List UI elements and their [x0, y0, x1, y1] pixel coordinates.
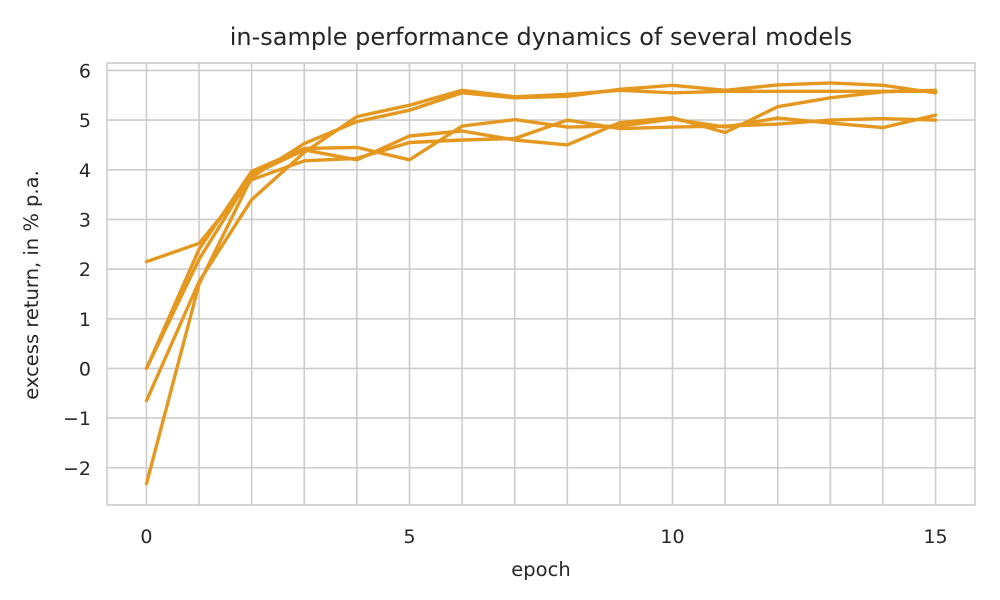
x-tick-label: 5: [403, 526, 415, 548]
plot-frame: [106, 62, 976, 506]
series-line-1: [144, 116, 938, 264]
series-lines: [144, 81, 938, 486]
y-tick-label: −2: [63, 458, 91, 480]
y-tick-label: 5: [79, 110, 91, 132]
y-tick-label: 2: [79, 259, 91, 281]
x-axis-label: epoch: [511, 558, 570, 581]
series-line-3: [144, 88, 938, 403]
series-line-2: [144, 113, 938, 371]
y-tick-label: 6: [79, 60, 91, 82]
y-tick-label: 4: [79, 160, 91, 182]
y-tick-label: 3: [79, 209, 91, 231]
x-tick-label: 15: [923, 526, 947, 548]
y-tick-label: 1: [79, 309, 91, 331]
y-tick-labels: −2 −1 0 1 2 3 4 5 6: [63, 60, 91, 479]
y-tick-label: 0: [79, 358, 91, 380]
x-tick-labels: 0 5 10 15: [140, 526, 947, 548]
x-tick-label: 10: [660, 526, 684, 548]
series-line-5: [144, 88, 938, 371]
y-axis-label: excess return, in % p.a.: [20, 170, 43, 400]
series-line-4: [144, 81, 938, 486]
chart-title: in-sample performance dynamics of severa…: [230, 23, 853, 51]
x-tick-label: 0: [140, 526, 152, 548]
y-tick-label: −1: [63, 408, 91, 430]
